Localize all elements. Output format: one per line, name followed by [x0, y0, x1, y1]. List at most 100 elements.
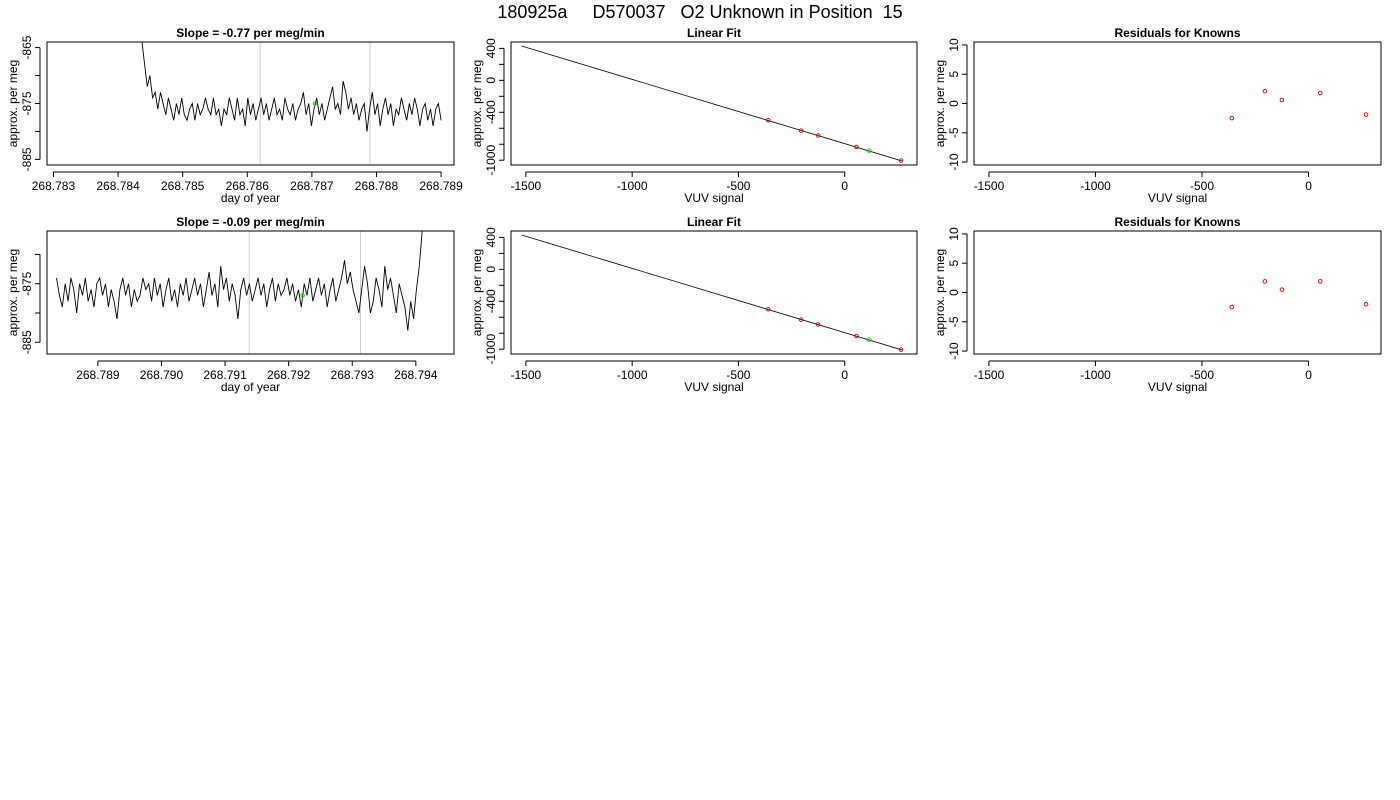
data-point [1279, 287, 1285, 292]
chart-panel-fit1: Linear Fit -1500 -1000 -500 0 VUV signal 400 0 -… [470, 26, 918, 205]
chart-panel-drift1: Slope = -0.77 per meg/min 268.783 268.784 2… [6, 26, 463, 205]
fit-line [521, 45, 903, 162]
data-point [1318, 279, 1323, 284]
x-tick-label: 268.792 [267, 368, 311, 382]
data-point [898, 347, 904, 352]
data-point [815, 133, 821, 138]
y-tick-label: -1000 [484, 334, 498, 365]
x-tick-label: -1500 [511, 179, 542, 193]
data-point [798, 128, 804, 133]
y-axis-label: approx. per meg [933, 249, 947, 336]
y-tick-label: 10 [947, 227, 961, 241]
x-tick-label: 268.787 [290, 179, 334, 193]
chart-panel-fit2: Linear Fit -1500 -1000 -500 0 VUV signal 400 0 -… [470, 215, 918, 394]
x-tick-label: -500 [726, 368, 750, 382]
x-tick-label: 268.783 [32, 179, 76, 193]
plot-frame [510, 41, 918, 166]
y-tick-label: 0 [947, 100, 961, 107]
y-tick-label: 0 [484, 77, 498, 84]
x-tick-label: 0 [841, 368, 848, 382]
y-tick-label: 10 [947, 38, 961, 52]
x-tick-label: 268.793 [331, 368, 375, 382]
y-tick-label: 0 [947, 289, 961, 296]
data-point [1363, 112, 1369, 117]
x-tick-label: -1500 [511, 368, 542, 382]
data-point [1229, 115, 1235, 121]
x-tick-label: -1000 [617, 179, 648, 193]
x-tick-label: -1000 [617, 368, 648, 382]
x-tick-label: 268.789 [419, 179, 463, 193]
y-axis-label: approx. per meg [6, 60, 20, 147]
chart-title: Residuals for Knowns [1114, 26, 1240, 40]
y-tick-label: -865 [20, 35, 34, 59]
chart-title: Slope = -0.77 per meg/min [176, 26, 324, 40]
x-tick-label: 268.794 [394, 368, 438, 382]
chart-panel-drift2: Slope = -0.09 per meg/min 268.789 268.790 2… [6, 215, 455, 394]
x-tick-label: -500 [1190, 368, 1214, 382]
data-point [1279, 97, 1285, 103]
x-tick-label: -500 [1190, 179, 1214, 193]
plot-frame [973, 41, 1382, 166]
x-tick-label: 268.790 [140, 368, 184, 382]
chart-title: Linear Fit [687, 215, 741, 229]
x-axis-label: VUV signal [1148, 380, 1207, 394]
data-point [815, 322, 821, 327]
x-axis-label: day of year [221, 380, 280, 394]
data-point [866, 148, 872, 153]
fit-line [521, 234, 903, 351]
y-tick-label: -400 [484, 289, 498, 313]
y-tick-label: -875 [20, 91, 34, 115]
x-tick-label: 0 [1305, 179, 1312, 193]
y-tick-label: -5 [947, 316, 961, 327]
plot-frame [46, 230, 455, 355]
x-tick-label: 268.788 [355, 179, 399, 193]
data-point [312, 101, 318, 106]
y-axis-label: approx. per meg [470, 60, 484, 147]
x-tick-label: 268.784 [96, 179, 140, 193]
y-tick-label: -885 [20, 147, 34, 171]
data-point [854, 333, 859, 339]
x-axis-label: VUV signal [684, 380, 743, 394]
page-title: 180925a D570037 O2 Unknown in Position 1… [497, 2, 903, 22]
data-point [1262, 88, 1268, 94]
y-axis-label: approx. per meg [933, 60, 947, 147]
chart-title: Linear Fit [687, 26, 741, 40]
y-tick-label: -1000 [484, 145, 498, 176]
chart-title: Residuals for Knowns [1114, 215, 1240, 229]
x-tick-label: 268.785 [161, 179, 205, 193]
x-tick-label: 0 [841, 179, 848, 193]
x-tick-label: -1500 [974, 368, 1005, 382]
y-tick-label: -885 [20, 330, 34, 354]
chart-panel-resid1: Residuals for Knowns -1500 -1000 -500 0 VUV s… [933, 26, 1382, 205]
data-point [765, 307, 771, 312]
x-tick-label: 268.786 [226, 179, 270, 193]
data-point [1262, 279, 1268, 284]
y-tick-label: -875 [20, 271, 34, 295]
data-point [300, 293, 305, 298]
x-tick-label: 268.791 [203, 368, 247, 382]
y-axis-label: approx. per meg [470, 249, 484, 336]
plot-frame [973, 230, 1382, 355]
x-axis-label: day of year [221, 191, 280, 205]
plot-frame [46, 41, 455, 166]
y-tick-label: 0 [484, 266, 498, 273]
data-point [1318, 90, 1323, 96]
data-point [798, 317, 804, 322]
plot-frame [510, 230, 918, 355]
y-tick-label: 400 [484, 227, 498, 247]
chart-panel-resid2: Residuals for Knowns -1500 -1000 -500 0 VUV s… [933, 215, 1382, 394]
x-tick-label: -1500 [974, 179, 1005, 193]
y-tick-label: 5 [947, 260, 961, 267]
series-line [141, 42, 442, 132]
series-line [56, 231, 423, 331]
y-tick-label: -400 [484, 100, 498, 124]
x-tick-label: -1000 [1080, 368, 1111, 382]
y-axis-label: approx. per meg [6, 249, 20, 336]
x-axis-label: VUV signal [1148, 191, 1207, 205]
data-point [866, 337, 872, 342]
data-point [898, 158, 904, 163]
y-tick-label: 5 [947, 71, 961, 78]
chart-title: Slope = -0.09 per meg/min [176, 215, 324, 229]
data-point [854, 144, 859, 150]
